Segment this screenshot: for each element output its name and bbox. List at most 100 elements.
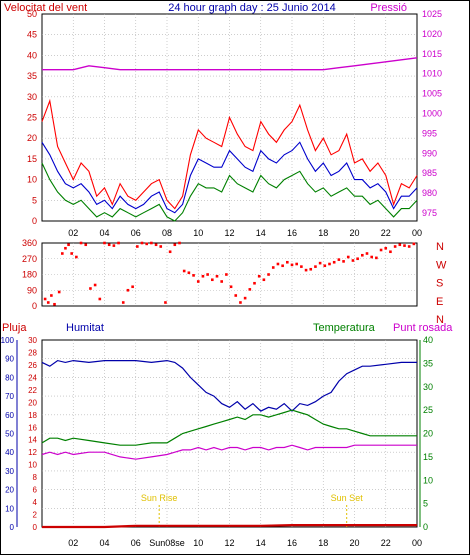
sun-marker-label: Sun Set bbox=[331, 493, 364, 503]
pressure-axis-tick: 1005 bbox=[422, 89, 442, 99]
direction-point bbox=[407, 245, 411, 248]
rain-axis-tick: 12 bbox=[28, 448, 37, 457]
pressure-axis-tick: 1015 bbox=[422, 49, 442, 59]
wind-x-tick: 12 bbox=[224, 228, 234, 238]
pressure-axis-tick: 1000 bbox=[422, 109, 442, 119]
direction-point bbox=[314, 265, 317, 268]
pressure-axis-tick: 1010 bbox=[422, 69, 442, 79]
direction-point bbox=[206, 273, 209, 276]
climate-x-tick: 14 bbox=[256, 538, 266, 548]
climate-x-tick: 22 bbox=[381, 538, 391, 548]
direction-point bbox=[61, 252, 64, 255]
direction-point bbox=[57, 290, 61, 294]
rain-axis-tick: 8 bbox=[33, 473, 38, 482]
dewpoint-label: Punt rosada bbox=[393, 322, 453, 334]
humidity-axis-tick: 50 bbox=[5, 430, 14, 439]
direction-point bbox=[342, 260, 345, 263]
direction-point bbox=[356, 257, 359, 261]
direction-point bbox=[370, 255, 373, 259]
direction-point bbox=[67, 243, 70, 247]
direction-point bbox=[262, 278, 266, 282]
humidity-label: Humitat bbox=[66, 322, 104, 334]
rain-axis-tick: 16 bbox=[28, 423, 37, 432]
direction-point bbox=[64, 246, 67, 250]
direction-point bbox=[234, 294, 238, 297]
wind-axis-tick: 45 bbox=[27, 30, 37, 40]
wind-axis-tick: 30 bbox=[27, 92, 37, 102]
direction-point bbox=[389, 250, 392, 254]
climate-series-temperature bbox=[41, 409, 417, 446]
direction-point bbox=[187, 271, 191, 275]
direction-point bbox=[140, 241, 144, 245]
direction-point bbox=[379, 248, 383, 252]
climate-x-tick: 12 bbox=[224, 538, 234, 548]
direction-point bbox=[89, 287, 92, 290]
direction-point bbox=[196, 280, 200, 283]
wind-x-tick: 02 bbox=[68, 228, 78, 238]
direction-point bbox=[337, 258, 341, 261]
direction-point bbox=[136, 245, 139, 248]
pressure-title: Pressió bbox=[370, 2, 407, 14]
direction-point bbox=[103, 241, 106, 245]
humidity-axis-tick: 90 bbox=[5, 355, 14, 364]
wind-x-tick: 10 bbox=[193, 228, 203, 238]
direction-point bbox=[300, 265, 303, 268]
direction-point bbox=[75, 255, 78, 259]
pressure-axis-tick: 980 bbox=[422, 188, 437, 198]
wind-x-tick: 00 bbox=[412, 228, 422, 238]
temperature-axis-tick: 30 bbox=[423, 382, 433, 392]
direction-point bbox=[328, 262, 331, 266]
direction-point bbox=[182, 269, 186, 273]
wind-x-tick: 08 bbox=[162, 228, 172, 238]
rain-axis-tick: 20 bbox=[28, 398, 37, 407]
direction-point bbox=[361, 253, 364, 257]
direction-point bbox=[403, 244, 406, 247]
wind-x-tick: 18 bbox=[318, 228, 328, 238]
climate-series-dewpoint bbox=[41, 444, 417, 460]
direction-point bbox=[192, 274, 195, 277]
direction-point bbox=[211, 278, 214, 282]
wind-axis-tick: 15 bbox=[27, 154, 37, 164]
climate-x-tick: 18 bbox=[318, 538, 328, 548]
direction-point bbox=[53, 302, 56, 306]
direction-axis-tick: 270 bbox=[22, 254, 37, 264]
direction-point bbox=[70, 252, 73, 255]
climate-x-tick: 20 bbox=[349, 538, 359, 548]
rain-axis-tick: 30 bbox=[28, 336, 37, 345]
wind-axis-tick: 0 bbox=[32, 216, 37, 226]
direction-point bbox=[375, 256, 378, 260]
direction-point bbox=[117, 241, 120, 245]
humidity-axis-tick: 30 bbox=[5, 467, 14, 476]
direction-point bbox=[84, 243, 88, 247]
temperature-axis-tick: 10 bbox=[423, 475, 433, 485]
direction-axis-tick: 0 bbox=[32, 301, 37, 311]
direction-point bbox=[107, 243, 111, 247]
rain-axis-tick: 14 bbox=[28, 436, 37, 445]
climate-x-tick: 02 bbox=[68, 538, 78, 548]
direction-axis-tick: 360 bbox=[22, 238, 37, 248]
direction-point bbox=[239, 301, 242, 304]
wind-series-average bbox=[41, 141, 418, 214]
wind-axis-tick: 10 bbox=[27, 175, 37, 185]
direction-point bbox=[220, 280, 223, 283]
direction-point bbox=[398, 243, 402, 247]
compass-label: W bbox=[436, 259, 447, 271]
direction-chart: 090180270360NWSEN02040608101214161820220… bbox=[22, 238, 447, 326]
wind-axis-tick: 25 bbox=[27, 113, 37, 123]
rain-axis-tick: 2 bbox=[33, 511, 38, 520]
rain-axis-tick: 6 bbox=[33, 486, 38, 495]
direction-point bbox=[257, 274, 261, 278]
direction-point bbox=[271, 266, 275, 269]
rain-axis-tick: 28 bbox=[28, 348, 37, 357]
direction-point bbox=[79, 241, 83, 245]
direction-point bbox=[393, 245, 397, 248]
humidity-axis-tick: 0 bbox=[10, 523, 15, 532]
climate-x-tick: Sun08se bbox=[149, 538, 185, 548]
direction-point bbox=[384, 246, 388, 250]
humidity-axis-tick: 60 bbox=[5, 411, 14, 420]
direction-point bbox=[229, 285, 233, 289]
direction-point bbox=[98, 297, 102, 301]
